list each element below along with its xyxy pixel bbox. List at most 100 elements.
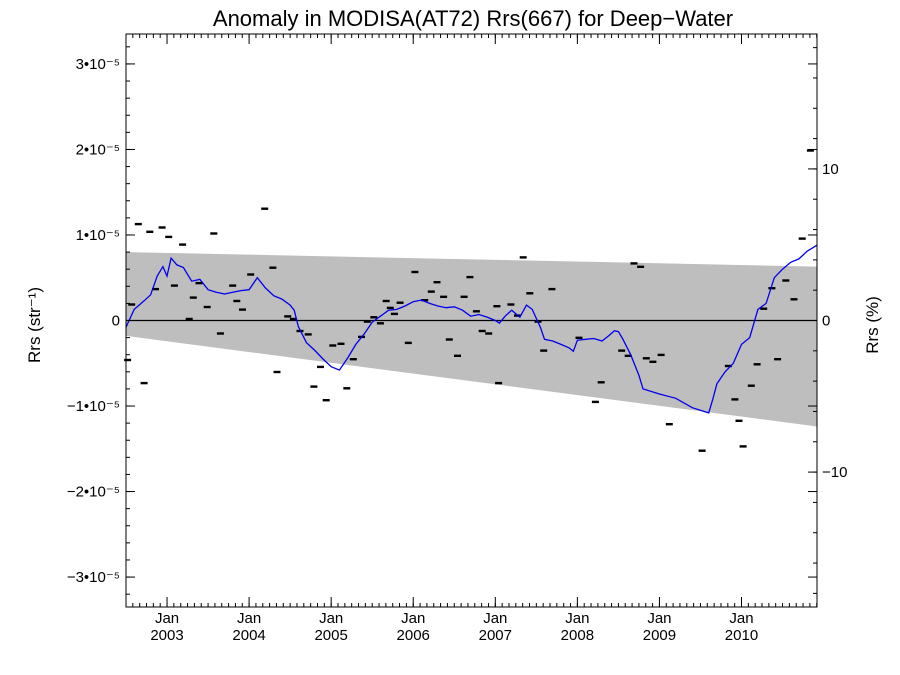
data-point — [637, 265, 645, 268]
x-tick-year: 2009 — [643, 627, 676, 644]
data-point — [239, 308, 246, 311]
x-tick-year: 2010 — [725, 627, 758, 644]
data-point — [247, 273, 255, 276]
data-point — [158, 226, 166, 229]
x-tick-month: Jan — [237, 610, 261, 627]
right-tick-label: 10 — [822, 161, 839, 178]
x-tick-month: Jan — [647, 610, 671, 627]
data-point — [790, 298, 798, 301]
data-point — [731, 398, 739, 401]
data-point — [376, 322, 384, 325]
data-point — [630, 262, 638, 265]
data-point — [747, 384, 755, 387]
data-point — [421, 299, 429, 302]
data-point — [597, 381, 605, 384]
data-point — [411, 270, 419, 274]
data-point — [472, 310, 480, 313]
data-point — [698, 449, 706, 452]
uncertainty-band — [126, 252, 817, 427]
x-tick-year: 2007 — [479, 627, 512, 644]
x-tick-month: Jan — [565, 610, 589, 627]
data-point — [735, 419, 743, 422]
data-point — [665, 423, 673, 426]
data-point — [170, 284, 178, 287]
data-point — [273, 370, 281, 374]
x-tick-month: Jan — [155, 610, 179, 627]
running-mean-line — [125, 244, 818, 414]
data-point — [774, 358, 782, 361]
data-point — [485, 332, 493, 335]
data-point — [390, 312, 398, 316]
data-point — [753, 363, 761, 366]
x-tick-year: 2008 — [561, 627, 594, 644]
left-tick-label: 2•10⁻⁵ — [76, 141, 120, 158]
data-point — [454, 354, 461, 357]
data-point — [427, 290, 435, 293]
x-tick-month: Jan — [401, 610, 425, 627]
data-point — [624, 354, 632, 357]
plot-area — [124, 149, 818, 452]
data-point — [404, 341, 412, 345]
data-point — [322, 399, 330, 402]
data-point — [233, 299, 241, 303]
data-point — [657, 353, 665, 357]
data-point — [768, 287, 776, 290]
data-point — [216, 332, 224, 335]
data-point — [284, 315, 292, 318]
data-point — [440, 295, 448, 298]
data-point — [165, 235, 173, 239]
x-tick-month: Jan — [483, 610, 507, 627]
right-axis: 10 0 −10 — [808, 47, 847, 594]
data-point — [445, 338, 453, 341]
data-point — [466, 275, 474, 279]
data-point — [382, 299, 390, 303]
y-axis-label-left: Rrs (str⁻¹) — [25, 287, 44, 363]
data-point — [806, 149, 814, 152]
left-tick-label: 0 — [112, 313, 120, 330]
data-point — [195, 281, 203, 285]
left-tick-label: −2•10⁻⁵ — [67, 484, 120, 501]
data-point — [124, 358, 132, 362]
data-point — [370, 316, 378, 319]
data-point — [798, 237, 806, 240]
data-point — [526, 292, 534, 295]
x-axis: Jan2003Jan2004Jan2005Jan2006Jan2007Jan20… — [125, 34, 818, 644]
data-point — [185, 317, 193, 321]
data-point — [478, 329, 486, 333]
data-point — [493, 305, 501, 308]
data-point — [495, 381, 503, 385]
data-point — [363, 320, 371, 323]
data-point — [203, 305, 211, 309]
left-axis: 3•10⁻⁵ 2•10⁻⁵ 1•10⁻⁵ 0 −1•10⁻⁵ −2•10⁻⁵ −3•10⁻⁵ — [67, 46, 817, 595]
left-tick-label: 3•10⁻⁵ — [76, 56, 120, 73]
right-tick-label: −10 — [822, 464, 847, 481]
data-point — [261, 207, 269, 210]
data-point — [507, 303, 515, 306]
data-point — [189, 296, 197, 299]
data-point — [310, 385, 318, 388]
data-point — [519, 256, 527, 259]
data-point — [724, 364, 732, 368]
data-point — [229, 284, 237, 287]
data-point — [337, 342, 345, 345]
data-point — [269, 266, 277, 269]
data-point — [591, 400, 599, 404]
data-point — [739, 445, 747, 448]
data-point — [289, 317, 297, 321]
data-point — [540, 349, 548, 352]
data-point — [146, 230, 154, 233]
data-point — [349, 358, 357, 361]
data-point — [649, 360, 657, 363]
right-tick-label: 0 — [822, 313, 830, 330]
data-point — [760, 307, 768, 310]
data-point — [140, 381, 148, 385]
data-point — [548, 287, 556, 291]
x-tick-year: 2003 — [150, 627, 183, 644]
y-axis-label-right: Rrs (%) — [863, 296, 882, 354]
x-tick-year: 2004 — [232, 627, 265, 644]
data-point — [329, 344, 337, 347]
x-tick-month: Jan — [729, 610, 753, 627]
data-point — [782, 279, 790, 282]
data-point — [642, 357, 650, 360]
data-point — [433, 281, 441, 284]
